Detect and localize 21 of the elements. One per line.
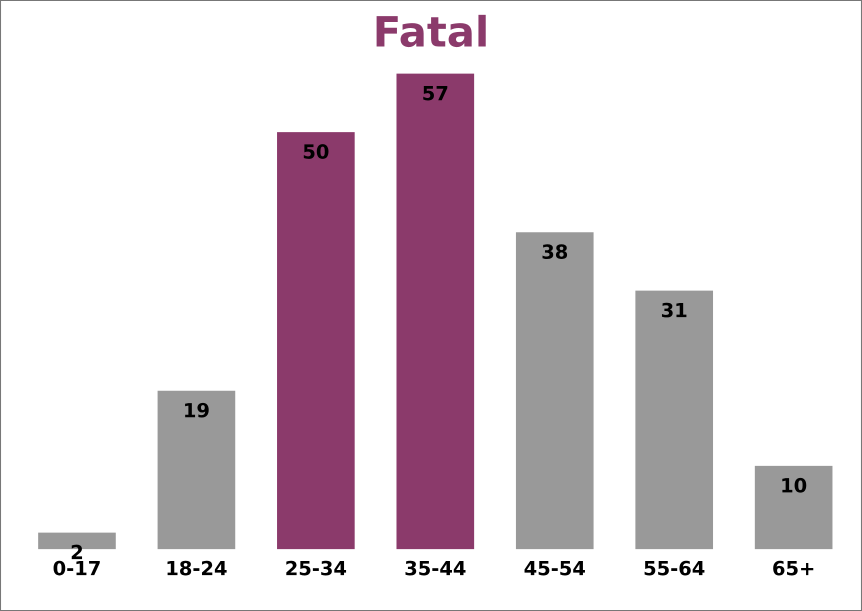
bar [158,390,236,550]
x-tick-label: 25-34 [286,560,346,576]
data-label: 19 [185,402,209,418]
chart-title: Fatal [376,14,486,48]
data-label: 38 [542,244,568,260]
bar [754,466,832,550]
x-tick-label: 45-54 [524,561,585,576]
x-tick-label: 65+ [773,560,814,576]
data-label: 57 [423,86,448,100]
x-tick-label: 35-44 [406,560,466,576]
x-tick-label: 18-24 [168,560,227,576]
x-tick-label: 0-17 [54,560,100,576]
bar [396,74,474,550]
bar [635,290,714,550]
bar [277,132,355,550]
data-label: 31 [662,302,686,318]
x-tick-label: 55-64 [644,560,704,576]
data-label: 10 [782,478,806,493]
data-label: 2 [72,544,82,560]
bar [516,232,594,550]
data-label: 50 [304,144,328,159]
